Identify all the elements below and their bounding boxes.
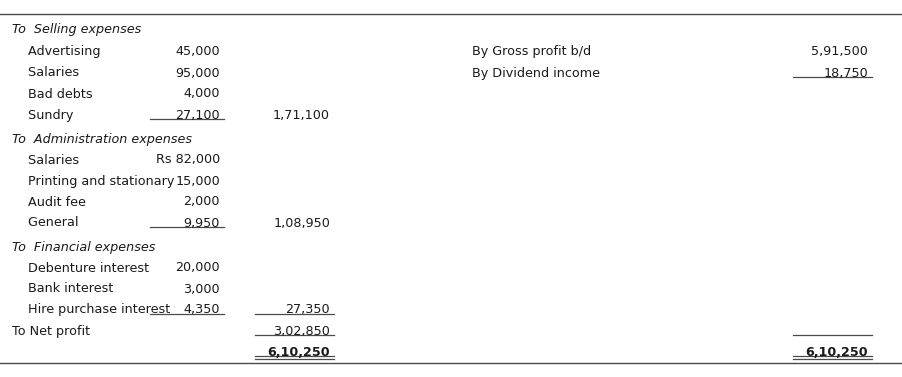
Text: 3,02,850: 3,02,850 [272, 325, 329, 337]
Text: 95,000: 95,000 [175, 66, 220, 80]
Text: Bad debts: Bad debts [12, 87, 93, 101]
Text: General: General [12, 216, 78, 230]
Text: 45,000: 45,000 [175, 46, 220, 58]
Text: By Gross profit b/d: By Gross profit b/d [472, 46, 591, 58]
Text: Salaries: Salaries [12, 153, 79, 167]
Text: Sundry: Sundry [12, 109, 73, 121]
Text: Debenture interest: Debenture interest [12, 262, 149, 274]
Text: To  Administration expenses: To Administration expenses [12, 132, 192, 146]
Text: 2,000: 2,000 [183, 196, 220, 208]
Text: By Dividend income: By Dividend income [472, 66, 599, 80]
Text: 4,000: 4,000 [183, 87, 220, 101]
Text: Rs 82,000: Rs 82,000 [155, 153, 220, 167]
Text: 27,100: 27,100 [175, 109, 220, 121]
Text: 1,08,950: 1,08,950 [272, 216, 329, 230]
Text: Advertising: Advertising [12, 46, 100, 58]
Text: 3,000: 3,000 [183, 282, 220, 296]
Text: Printing and stationary: Printing and stationary [12, 175, 174, 187]
Text: 6,10,250: 6,10,250 [805, 345, 867, 359]
Text: 15,000: 15,000 [175, 175, 220, 187]
Text: 5,91,500: 5,91,500 [810, 46, 867, 58]
Text: To  Financial expenses: To Financial expenses [12, 241, 155, 253]
Text: Salaries: Salaries [12, 66, 79, 80]
Text: 18,750: 18,750 [823, 66, 867, 80]
Text: 4,350: 4,350 [183, 303, 220, 317]
Text: 1,71,100: 1,71,100 [272, 109, 329, 121]
Text: To Net profit: To Net profit [12, 325, 90, 337]
Text: Audit fee: Audit fee [12, 196, 86, 208]
Text: 27,350: 27,350 [285, 303, 329, 317]
Text: 20,000: 20,000 [175, 262, 220, 274]
Text: 9,950: 9,950 [183, 216, 220, 230]
Text: 6,10,250: 6,10,250 [267, 345, 329, 359]
Text: Hire purchase interest: Hire purchase interest [12, 303, 170, 317]
Text: Bank interest: Bank interest [12, 282, 114, 296]
Text: To  Selling expenses: To Selling expenses [12, 23, 141, 37]
